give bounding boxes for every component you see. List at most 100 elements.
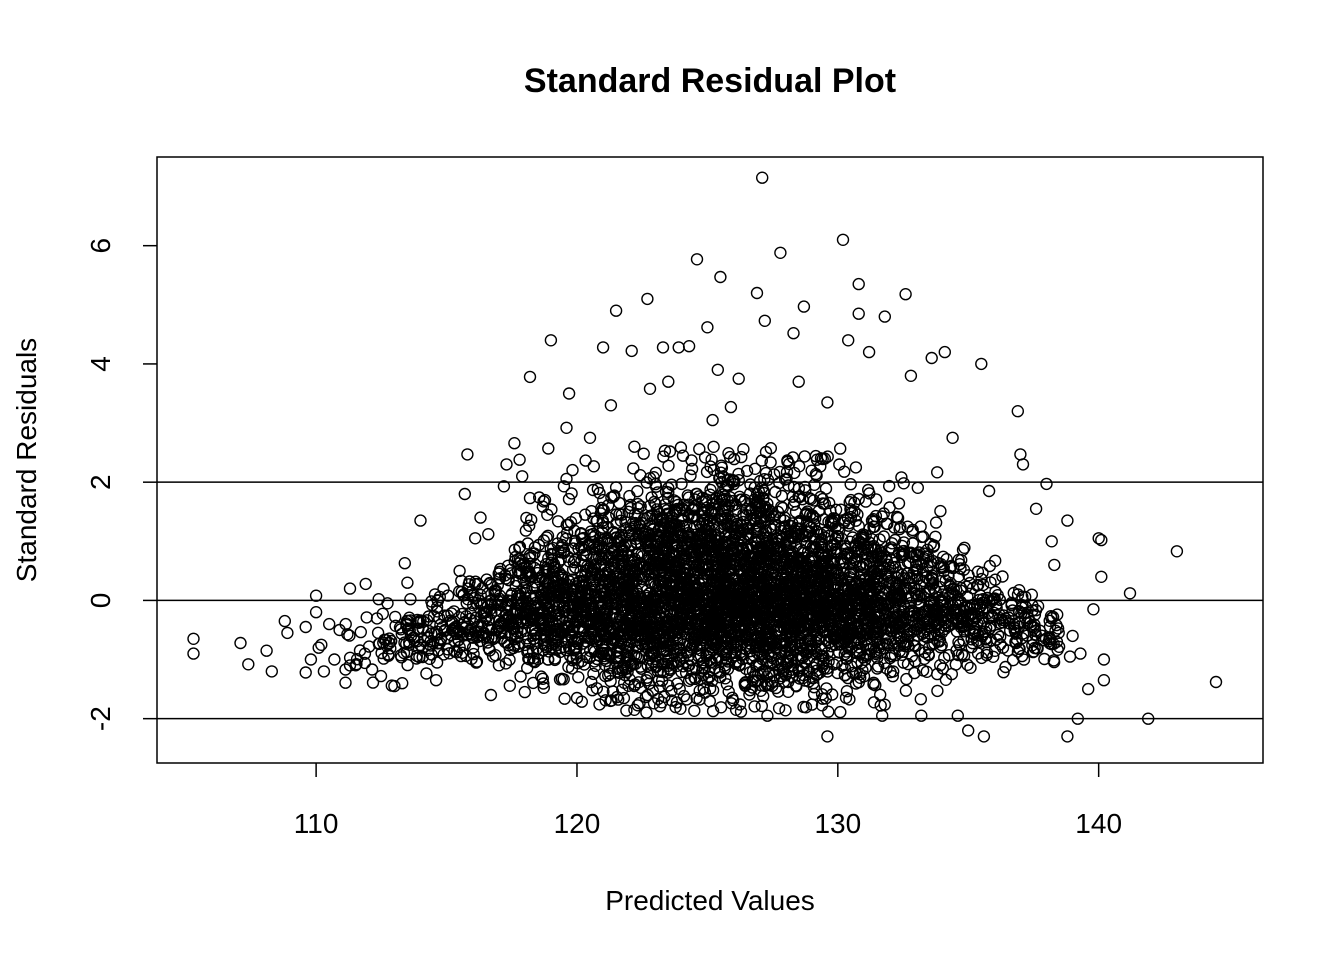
data-point — [425, 648, 438, 661]
data-point — [669, 524, 683, 537]
data-point — [781, 534, 795, 547]
data-point — [746, 674, 759, 687]
data-point — [670, 648, 684, 661]
data-point — [699, 495, 712, 508]
data-point — [732, 603, 745, 616]
data-point — [682, 509, 695, 522]
data-point — [673, 600, 686, 614]
data-point — [918, 652, 931, 665]
data-point — [508, 639, 521, 652]
data-point — [646, 509, 659, 522]
data-point — [783, 629, 796, 643]
data-point — [755, 454, 768, 467]
data-point — [819, 692, 832, 705]
data-point — [816, 492, 829, 506]
data-point — [740, 508, 753, 522]
data-point — [660, 558, 673, 572]
data-point — [477, 627, 490, 640]
data-point — [748, 552, 762, 565]
data-point — [572, 671, 585, 684]
data-point — [260, 644, 273, 657]
data-point — [931, 667, 944, 681]
data-point — [727, 477, 740, 491]
data-point — [920, 665, 933, 678]
data-point — [366, 676, 380, 689]
data-point — [460, 610, 473, 623]
data-point — [780, 472, 793, 485]
data-point — [664, 663, 677, 677]
data-point — [652, 574, 665, 588]
data-point — [749, 533, 762, 547]
data-point — [947, 583, 960, 596]
data-point — [497, 480, 511, 493]
data-point — [593, 486, 606, 500]
data-point — [804, 493, 817, 506]
data-point — [622, 679, 635, 692]
data-point — [869, 679, 882, 692]
data-point — [541, 508, 554, 521]
data-point — [794, 522, 808, 535]
data-point — [749, 603, 763, 617]
data-point — [945, 614, 958, 627]
data-point — [795, 608, 809, 621]
data-point — [649, 497, 662, 511]
data-point — [404, 593, 417, 606]
data-point — [982, 611, 996, 624]
data-point — [416, 650, 429, 664]
data-point — [641, 292, 654, 306]
data-point — [401, 576, 414, 589]
data-point — [281, 626, 294, 640]
data-point — [655, 520, 668, 534]
data-point — [661, 666, 675, 679]
data-point — [738, 677, 751, 690]
data-point — [805, 554, 818, 567]
data-point — [768, 573, 781, 586]
data-point — [603, 661, 617, 674]
data-point — [743, 595, 756, 608]
data-point — [680, 518, 693, 532]
data-point — [989, 585, 1002, 599]
data-point — [658, 444, 672, 457]
data-point — [665, 694, 678, 707]
data-point — [649, 553, 662, 567]
data-point — [650, 659, 663, 672]
data-point — [796, 651, 810, 664]
data-point — [643, 382, 657, 395]
data-point — [901, 520, 914, 533]
data-point — [892, 497, 906, 510]
data-point — [937, 561, 950, 574]
data-point — [834, 503, 847, 516]
data-point — [662, 459, 675, 472]
data-point — [862, 483, 875, 497]
data-point — [583, 614, 596, 627]
data-point — [753, 658, 766, 672]
data-point — [403, 636, 416, 649]
data-point — [830, 593, 844, 606]
data-point — [475, 629, 488, 642]
data-point — [557, 673, 570, 686]
data-point — [585, 608, 598, 621]
data-point — [746, 626, 759, 639]
data-point — [929, 584, 942, 598]
data-point — [813, 590, 827, 604]
data-point — [849, 461, 863, 474]
data-point — [702, 665, 716, 679]
data-point — [278, 614, 291, 628]
data-point — [940, 553, 953, 566]
data-point — [910, 549, 924, 562]
data-point — [726, 691, 739, 704]
data-point — [634, 537, 647, 550]
data-point — [617, 691, 631, 705]
data-point — [858, 573, 871, 587]
data-point — [818, 587, 831, 600]
data-point — [888, 521, 901, 534]
data-points — [187, 171, 1223, 743]
data-point — [888, 533, 902, 547]
data-point — [713, 471, 727, 484]
data-point — [874, 688, 887, 701]
data-point — [889, 620, 902, 633]
data-point — [377, 652, 390, 665]
data-point — [999, 660, 1012, 674]
data-point — [967, 613, 980, 627]
data-point — [780, 465, 794, 479]
